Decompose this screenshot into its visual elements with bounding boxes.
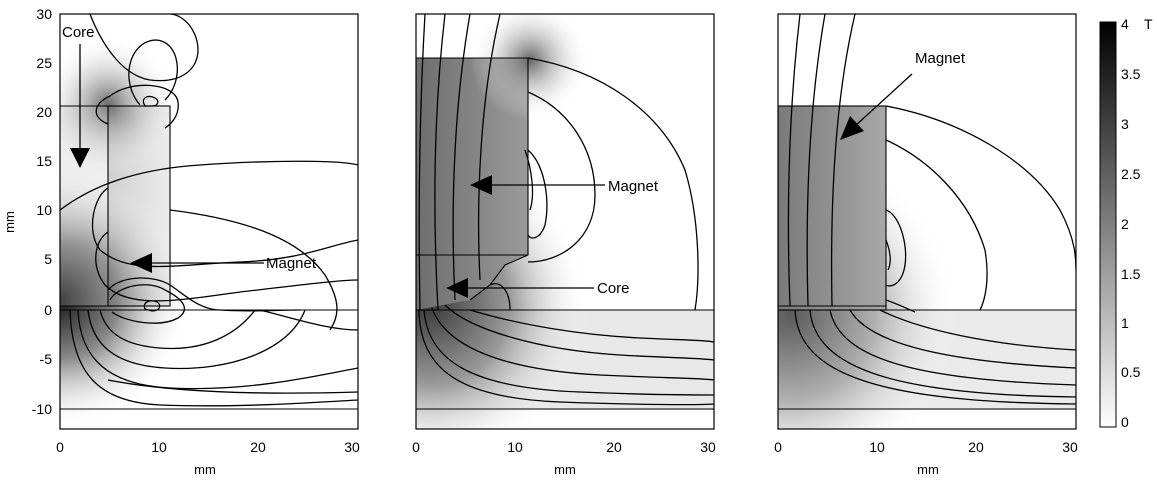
y-tick-label: 15	[36, 153, 52, 169]
x-tick-label: 20	[968, 439, 984, 455]
y-tick-label: 20	[36, 104, 52, 120]
x-tick-label: 30	[700, 439, 716, 455]
y-tick-labels: 30 25 20 15 10 5 0 -5 -10	[32, 6, 52, 417]
colorbar-tick-label: 1	[1121, 315, 1129, 331]
colorbar-tick-label: 2	[1121, 216, 1129, 232]
x-axis-label: mm	[554, 462, 576, 477]
annotation-magnet: Magnet	[266, 255, 317, 272]
annotation-core: Core	[62, 24, 95, 41]
annotation-arrowhead	[130, 253, 152, 273]
colorbar-tick-label: 0	[1121, 414, 1129, 430]
x-tick-label: 20	[606, 439, 622, 455]
y-tick-label: 25	[36, 55, 52, 71]
y-axis-label: mm	[2, 211, 17, 233]
x-tick-label: 0	[412, 439, 420, 455]
y-tick-label: 30	[36, 6, 52, 22]
x-tick-labels: 0 10 20 30	[412, 439, 716, 455]
colorbar-tick-label: 2.5	[1121, 166, 1141, 182]
y-tick-label: 0	[44, 302, 52, 318]
colorbar: 4 3.5 3 2.5 2 1.5 1 0.5 0 T	[1099, 16, 1153, 430]
x-tick-labels: 0 10 20 30	[56, 439, 360, 455]
x-axis-label: mm	[917, 462, 939, 477]
annotation-arrowhead	[446, 278, 468, 298]
colorbar-tick-label: 3	[1121, 116, 1129, 132]
y-tick-label: -5	[40, 351, 53, 367]
colorbar-tick-label: 4	[1121, 16, 1129, 32]
x-axis-label: mm	[194, 462, 216, 477]
x-tick-label: 0	[56, 439, 64, 455]
x-tick-label: 20	[250, 439, 266, 455]
panel-1: 0 10 20 30 mm 30 25 20 15 10 5 0 -5 -10 …	[2, 6, 360, 477]
x-tick-label: 30	[1062, 439, 1078, 455]
x-tick-labels: 0 10 20 30	[774, 439, 1078, 455]
panel-2: 0 10 20 30 mm Magnet Core	[412, 13, 716, 477]
colorbar-tick-labels: 4 3.5 3 2.5 2 1.5 1 0.5 0	[1121, 16, 1141, 430]
annotation-arrow	[854, 73, 913, 127]
annotation-core: Core	[597, 280, 630, 297]
y-tick-label: 5	[44, 251, 52, 267]
x-tick-label: 10	[869, 439, 885, 455]
annotation-magnet: Magnet	[915, 50, 966, 67]
colorbar-tick-label: 3.5	[1121, 66, 1141, 82]
x-tick-label: 0	[774, 439, 782, 455]
colorbar-tick-label: 0.5	[1121, 364, 1141, 380]
magnet-region	[778, 105, 887, 311]
x-tick-label: 10	[151, 439, 167, 455]
colorbar-gradient	[1099, 21, 1117, 428]
panel-3: 0 10 20 30 mm Magnet	[774, 13, 1078, 477]
x-tick-label: 30	[344, 439, 360, 455]
annotation-arrowhead	[470, 175, 492, 195]
y-tick-label: 10	[36, 202, 52, 218]
annotation-arrowhead	[70, 148, 90, 168]
colorbar-tick-label: 1.5	[1121, 266, 1141, 282]
annotation-magnet: Magnet	[608, 178, 659, 195]
y-tick-label: -10	[32, 401, 52, 417]
colorbar-unit: T	[1144, 16, 1153, 32]
annotation-arrowhead	[840, 116, 864, 140]
x-tick-label: 10	[507, 439, 523, 455]
